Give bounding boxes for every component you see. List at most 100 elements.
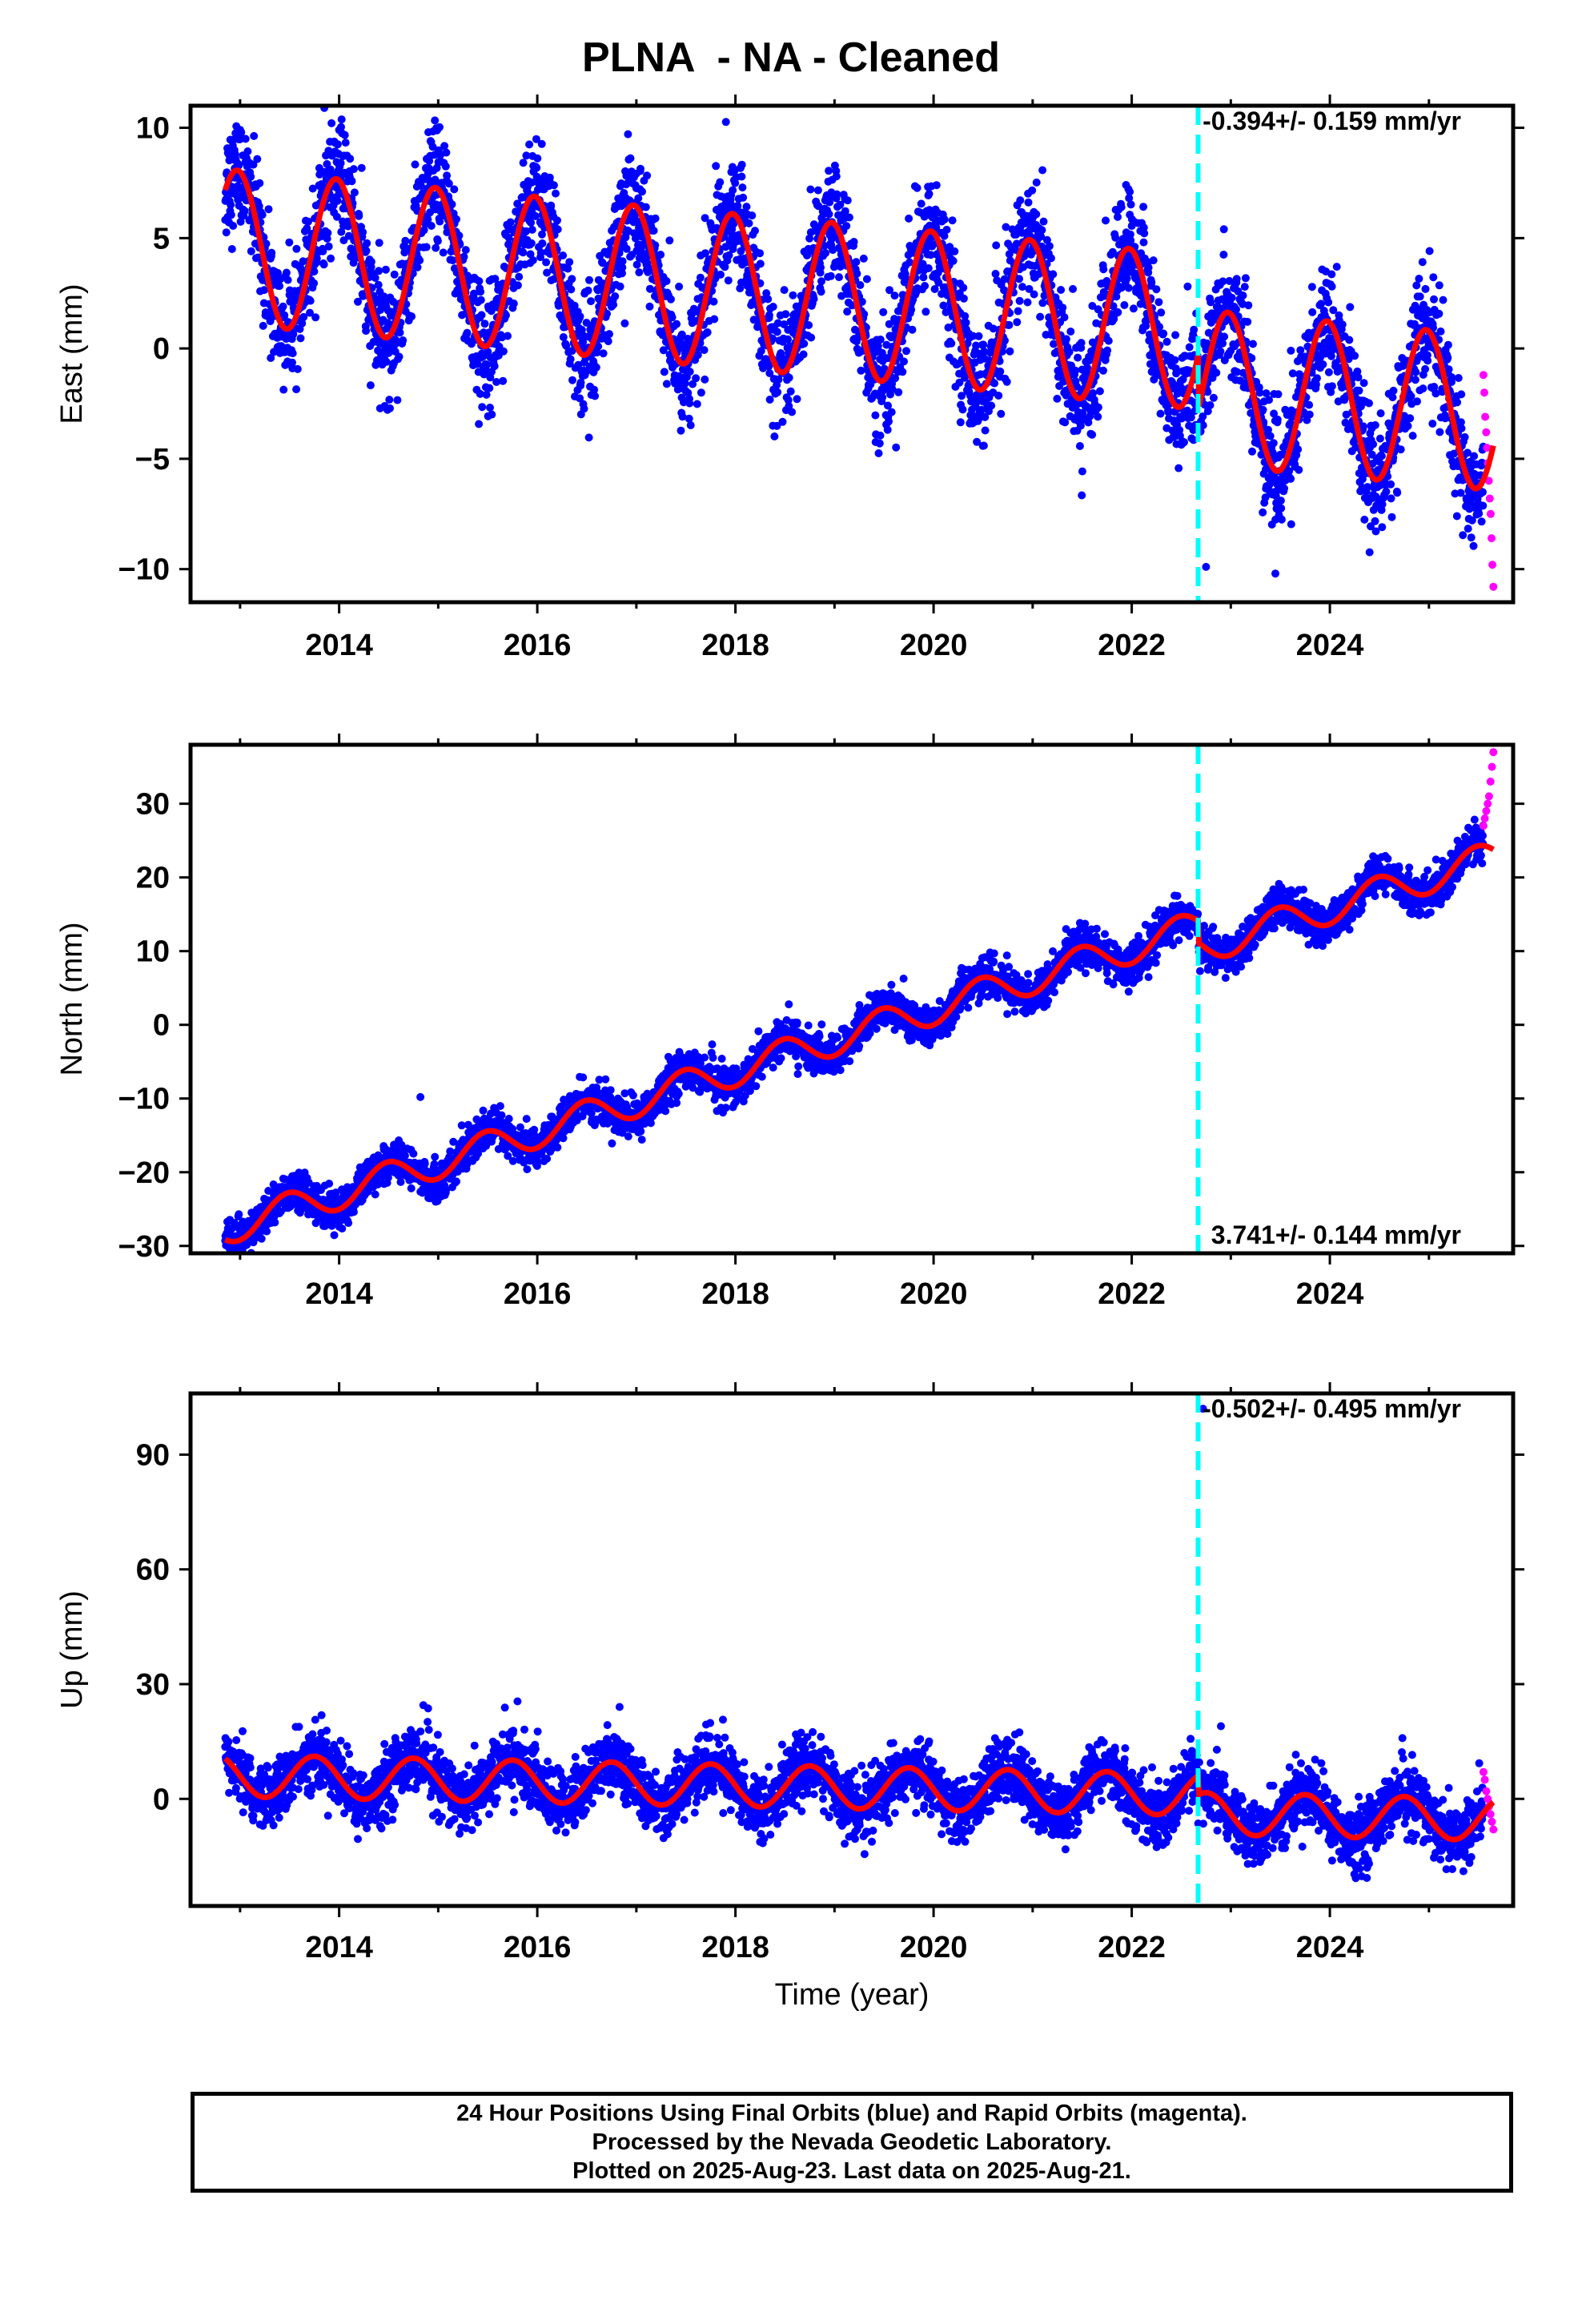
data-point: [685, 368, 694, 376]
data-point: [1430, 383, 1439, 391]
data-point: [1259, 508, 1267, 517]
data-point: [349, 1208, 358, 1216]
data-point: [476, 287, 485, 296]
data-point: [622, 244, 631, 253]
data-point: [990, 379, 999, 388]
data-point: [282, 268, 291, 277]
data-point: [1248, 447, 1256, 456]
data-point: [327, 254, 335, 263]
data-point: [618, 269, 626, 278]
y-tick-label: −5: [135, 443, 170, 476]
data-point: [1060, 313, 1069, 322]
data-point: [1464, 525, 1472, 533]
data-point: [506, 218, 515, 227]
data-point: [448, 200, 456, 209]
data-point: [424, 215, 432, 224]
data-point: [1280, 484, 1288, 493]
data-point: [1423, 356, 1432, 365]
data-point: [574, 360, 583, 369]
data-point: [440, 142, 449, 151]
data-point: [1376, 409, 1385, 418]
rapid-orbit-point: [1479, 371, 1488, 380]
data-point: [1415, 292, 1424, 301]
data-point: [1460, 432, 1469, 441]
data-point: [737, 172, 746, 181]
data-point: [1170, 356, 1179, 364]
data-point: [1018, 283, 1026, 292]
data-point: [490, 362, 499, 371]
y-tick-label: 5: [153, 222, 170, 255]
data-point: [308, 184, 317, 193]
data-point: [835, 273, 843, 282]
data-point: [784, 396, 793, 404]
data-point: [1024, 198, 1033, 207]
data-point: [1117, 203, 1126, 211]
data-point: [1274, 390, 1283, 399]
data-point: [1277, 504, 1286, 513]
data-point: [327, 119, 336, 127]
final-orbit-points: [221, 748, 1498, 1253]
data-point: [235, 161, 243, 170]
data-point: [693, 400, 701, 408]
data-point: [249, 160, 258, 169]
outlier-point: [1202, 562, 1211, 571]
data-point: [1102, 216, 1110, 225]
data-point: [833, 190, 841, 199]
data-point: [492, 378, 501, 386]
data-point: [651, 214, 660, 223]
data-point: [643, 171, 652, 180]
data-point: [673, 320, 681, 328]
data-point: [892, 443, 901, 452]
outlier-point: [1219, 225, 1228, 234]
y-tick-label: 0: [153, 332, 170, 366]
data-point: [1095, 387, 1104, 396]
data-point: [817, 287, 825, 296]
data-point: [1313, 374, 1321, 383]
data-point: [1387, 480, 1395, 489]
data-point: [1023, 298, 1032, 307]
data-point: [745, 219, 753, 227]
data-point: [1428, 420, 1437, 428]
data-point: [549, 181, 558, 190]
data-point: [1212, 368, 1221, 377]
data-point: [1005, 320, 1014, 329]
data-point: [1147, 278, 1156, 287]
data-point: [1266, 432, 1275, 440]
data-point: [1156, 409, 1165, 418]
data-point: [852, 258, 861, 267]
data-point: [1287, 474, 1295, 483]
data-point: [1435, 428, 1444, 436]
data-point: [319, 260, 328, 269]
data-point: [499, 347, 508, 356]
data-point: [431, 116, 440, 125]
data-point: [1346, 303, 1355, 312]
data-point: [537, 139, 546, 148]
data-point: [825, 210, 833, 219]
data-point: [1185, 343, 1194, 352]
data-point: [1435, 309, 1443, 318]
data-point: [1039, 217, 1048, 226]
data-point: [624, 130, 632, 139]
data-point: [390, 270, 399, 279]
data-point: [1149, 256, 1158, 265]
data-point: [528, 225, 536, 234]
data-point: [799, 350, 808, 359]
data-point: [349, 259, 358, 267]
data-point: [626, 154, 635, 163]
data-point: [375, 267, 383, 275]
data-point: [1453, 398, 1462, 407]
data-point: [1396, 445, 1405, 454]
data-point: [1429, 273, 1438, 282]
data-point: [710, 315, 719, 324]
data-point: [416, 182, 425, 191]
data-point: [1421, 364, 1430, 373]
data-point: [662, 277, 671, 285]
data-point: [432, 243, 440, 252]
data-point: [660, 368, 669, 376]
data-point: [1078, 491, 1086, 500]
data-point: [279, 385, 288, 394]
data-point: [701, 249, 709, 258]
data-point: [1227, 293, 1236, 302]
data-point: [1277, 515, 1286, 524]
data-point: [703, 328, 712, 336]
